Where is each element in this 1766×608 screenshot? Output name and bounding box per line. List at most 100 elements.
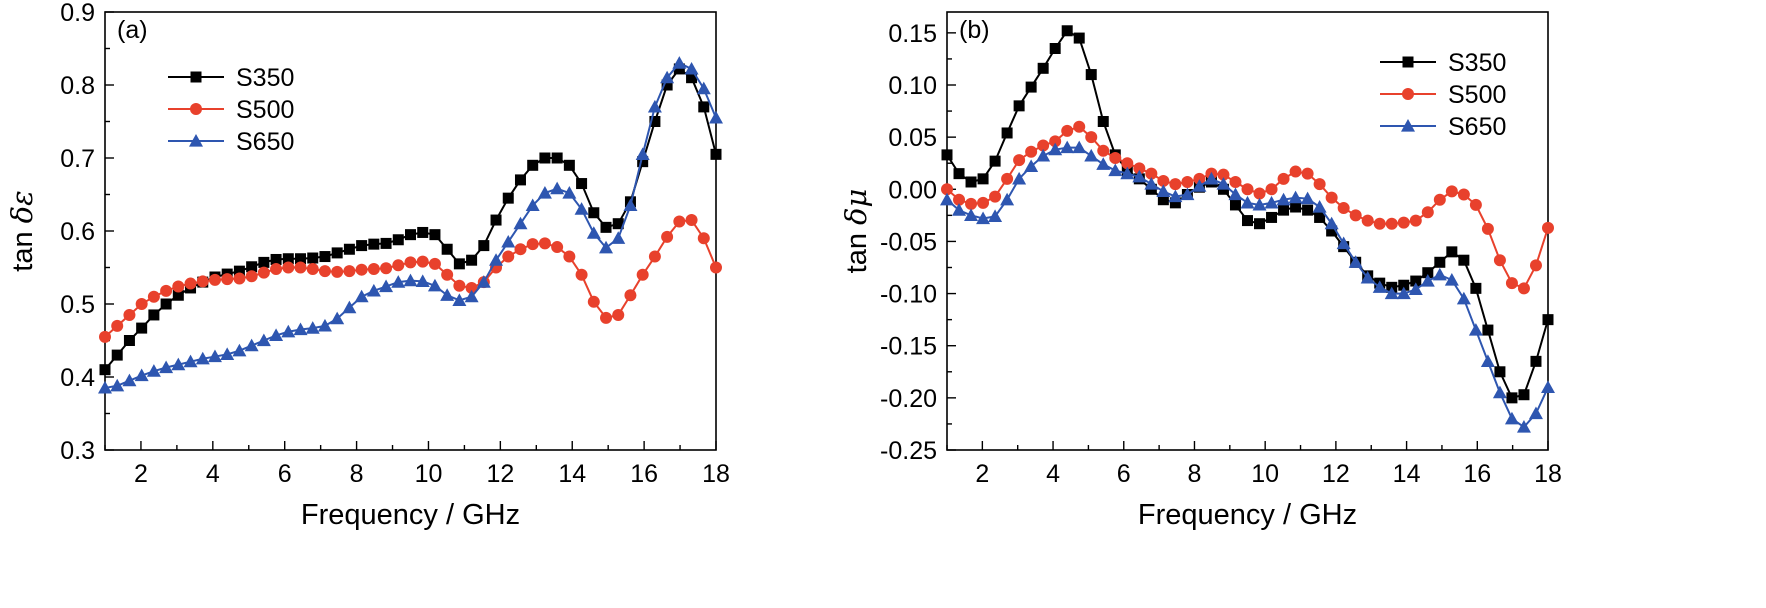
data-point — [294, 261, 307, 274]
y-tick-label: 0.9 — [60, 0, 95, 27]
data-point — [1481, 222, 1494, 235]
data-point — [1482, 324, 1494, 336]
data-point — [441, 243, 453, 255]
data-point — [1037, 139, 1050, 152]
data-point — [941, 183, 953, 196]
data-point — [563, 159, 575, 171]
data-point — [1132, 169, 1147, 183]
data-point — [171, 357, 186, 371]
data-point — [1133, 162, 1146, 175]
data-point — [953, 168, 965, 180]
data-point — [440, 288, 455, 301]
data-point — [940, 192, 954, 206]
data-point — [417, 226, 429, 238]
panel-label: (b) — [959, 16, 990, 44]
data-point — [1528, 406, 1543, 420]
x-tick-label: 14 — [558, 460, 586, 488]
y-tick-label: 0.15 — [888, 20, 937, 48]
data-point — [403, 273, 418, 287]
data-point — [1456, 291, 1471, 305]
x-tick-label: 8 — [350, 460, 364, 488]
x-tick-label: 6 — [278, 460, 292, 488]
data-point — [404, 256, 417, 269]
data-point — [319, 251, 331, 263]
data-point — [1384, 286, 1399, 300]
data-point — [1109, 152, 1122, 164]
data-point — [1385, 217, 1398, 230]
data-point — [464, 289, 479, 303]
y-tick-label: -0.20 — [880, 385, 937, 413]
data-point — [1264, 195, 1279, 209]
data-point — [110, 378, 125, 392]
data-point — [135, 298, 148, 310]
data-point — [1073, 32, 1085, 44]
y-tick-label: 0.6 — [60, 218, 95, 246]
data-point — [539, 152, 551, 164]
y-tick-label: 0.8 — [60, 72, 95, 100]
data-point — [648, 250, 661, 263]
data-point — [551, 152, 563, 164]
y-tick-label: -0.15 — [880, 333, 937, 361]
data-point — [661, 230, 674, 243]
data-point — [1302, 204, 1314, 216]
data-point — [478, 240, 490, 252]
data-point — [355, 263, 368, 276]
data-point — [1457, 188, 1470, 201]
data-point — [1084, 148, 1099, 162]
data-point — [99, 330, 111, 343]
data-point — [98, 380, 112, 394]
data-point — [1397, 216, 1410, 229]
data-point — [257, 266, 270, 279]
data-point — [636, 268, 649, 281]
data-point — [1480, 354, 1495, 367]
panel-b: 2 4 6 8 10 12 14 16 18 -0.25 -0.20 -0.15 -0.10 -0.05 0… — [839, 11, 1562, 531]
data-point — [1001, 127, 1013, 139]
data-point — [576, 178, 588, 190]
legend-marker — [189, 134, 203, 147]
y-axis-title: tan δμ — [839, 189, 873, 274]
data-point — [514, 243, 527, 256]
data-point — [441, 268, 454, 281]
data-point — [1361, 214, 1374, 227]
data-point — [1097, 144, 1110, 157]
data-point — [1229, 199, 1241, 211]
y-axis-title-prefix: tan — [841, 225, 873, 273]
data-point — [953, 193, 966, 206]
data-point — [1314, 211, 1326, 223]
data-point — [989, 190, 1002, 203]
data-point — [281, 324, 296, 338]
data-point — [612, 218, 624, 230]
data-point — [1254, 218, 1266, 230]
data-point — [1229, 175, 1242, 188]
data-point — [1217, 168, 1230, 181]
data-point — [588, 207, 600, 219]
y-tick-label: -0.05 — [880, 228, 937, 256]
data-point — [159, 360, 174, 374]
data-point — [305, 321, 320, 334]
data-point — [111, 319, 124, 332]
data-point — [1060, 140, 1075, 154]
data-point — [1193, 172, 1206, 185]
data-point — [1444, 273, 1459, 286]
data-point — [136, 322, 148, 334]
series-S650 — [98, 56, 723, 394]
data-point — [1181, 175, 1194, 188]
data-point — [1025, 81, 1037, 93]
data-point — [1494, 366, 1506, 378]
series-S500 — [941, 120, 1554, 295]
legend-label: S650 — [1448, 113, 1506, 141]
data-point — [415, 274, 430, 287]
data-point — [1049, 135, 1062, 148]
data-point — [698, 101, 710, 113]
legend-marker — [1401, 119, 1415, 132]
data-point — [331, 265, 344, 278]
data-point — [99, 364, 111, 376]
data-point — [550, 181, 565, 195]
data-point — [1157, 194, 1169, 206]
data-point — [208, 273, 221, 286]
data-point — [1048, 142, 1063, 156]
data-point — [1169, 178, 1182, 191]
data-point — [697, 232, 710, 245]
data-point — [525, 198, 540, 212]
data-point — [685, 214, 698, 227]
